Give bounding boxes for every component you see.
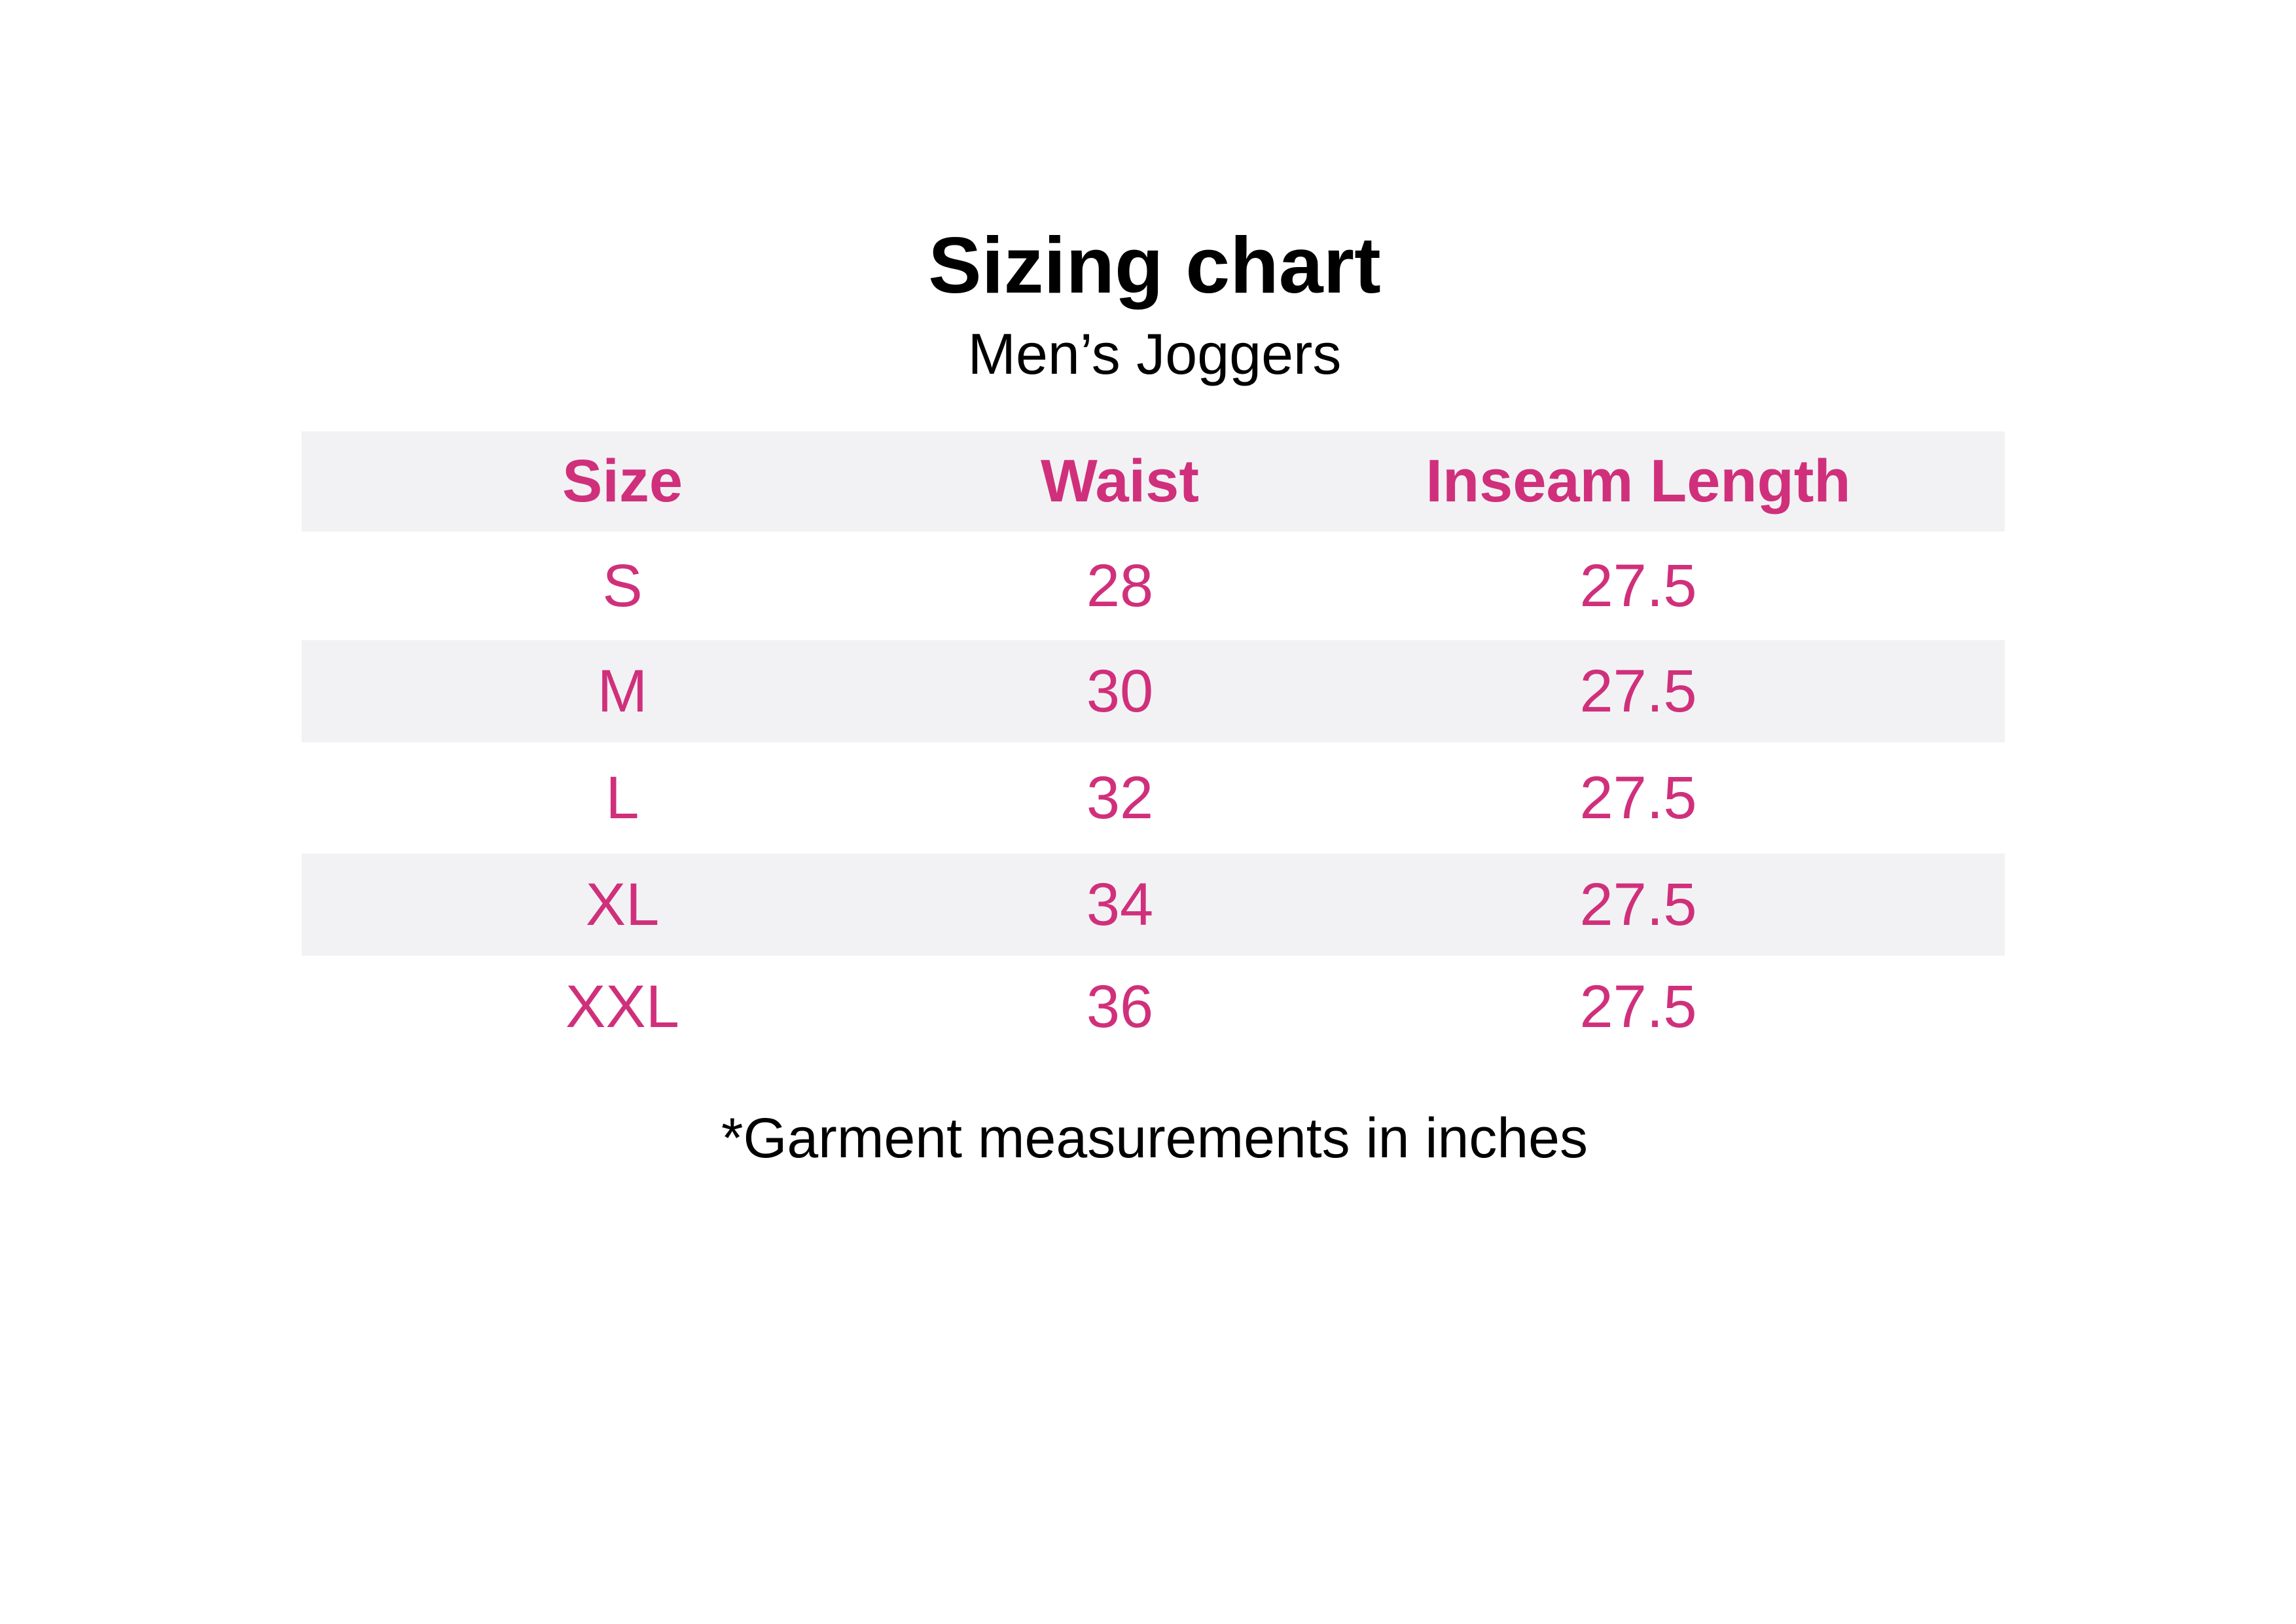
header-inseam: Inseam Length <box>1426 448 1851 514</box>
size-cell: M <box>597 657 648 725</box>
size-cell: L <box>605 764 639 831</box>
waist-cell: 34 <box>1086 871 1154 938</box>
waist-cell: 30 <box>1086 657 1154 725</box>
size-cell: XXL <box>565 973 679 1040</box>
waist-cell: 28 <box>1086 552 1154 619</box>
inseam-cell: 27.5 <box>1579 657 1697 725</box>
table-row: L 32 27.5 <box>302 742 2005 854</box>
waist-cell: 36 <box>1086 973 1154 1040</box>
table-header: Size Waist Inseam Length <box>302 431 2005 532</box>
page-title: Sizing chart <box>928 221 1381 310</box>
size-cell: S <box>602 552 643 619</box>
inseam-cell: 27.5 <box>1579 973 1697 1040</box>
page-subtitle: Men’s Joggers <box>967 321 1342 386</box>
table-row: S 28 27.5 <box>302 532 2005 640</box>
sizing-table: Size Waist Inseam Length S 28 27.5 M 30 … <box>302 431 2005 1058</box>
footnote: *Garment measurements in inches <box>721 1107 1588 1170</box>
table-row: M 30 27.5 <box>302 640 2005 742</box>
waist-cell: 32 <box>1086 764 1154 831</box>
inseam-cell: 27.5 <box>1579 764 1697 831</box>
header-size: Size <box>562 448 683 514</box>
size-cell: XL <box>585 871 660 938</box>
table-row: XXL 36 27.5 <box>302 956 2005 1058</box>
inseam-cell: 27.5 <box>1579 552 1697 619</box>
table-row: XL 34 27.5 <box>302 854 2005 956</box>
inseam-cell: 27.5 <box>1579 871 1697 938</box>
header-waist: Waist <box>1041 448 1199 514</box>
